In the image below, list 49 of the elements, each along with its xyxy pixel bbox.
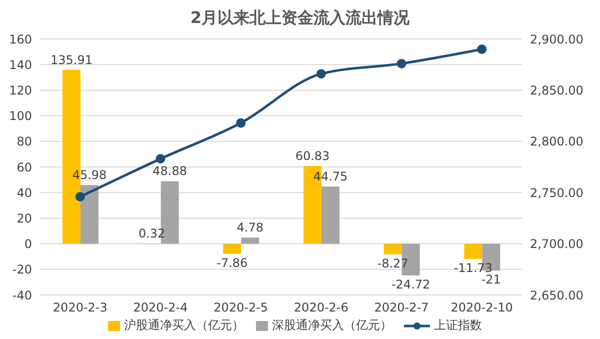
point xyxy=(477,44,487,54)
y-tick-label: -40 xyxy=(12,288,32,302)
bar xyxy=(464,244,482,259)
data-label: 60.83 xyxy=(295,148,330,163)
x-tick-label: 2020-2-7 xyxy=(374,300,429,315)
legend-label: 上证指数 xyxy=(434,317,482,334)
point xyxy=(316,69,326,79)
bar xyxy=(321,186,340,244)
y2-tick-label: 2,700.00 xyxy=(530,237,584,252)
y-tick-label: 140 xyxy=(9,58,32,72)
y-tick-label: 160 xyxy=(9,32,32,46)
bar xyxy=(384,244,402,254)
point xyxy=(236,118,246,128)
point xyxy=(156,154,166,164)
chart-title: 2月以来北上资金流入流出情况 xyxy=(189,7,411,29)
data-label: -24.72 xyxy=(391,277,430,292)
data-label: -21 xyxy=(481,272,501,287)
data-label: 48.88 xyxy=(152,164,188,178)
data-label: 0.32 xyxy=(138,226,166,240)
point xyxy=(396,58,406,68)
y2-tick-label: 2,900.00 xyxy=(530,32,584,46)
point xyxy=(75,192,85,202)
y2-tick-label: 2,850.00 xyxy=(530,83,584,98)
bar xyxy=(241,238,260,244)
y-tick-label: 0 xyxy=(24,237,32,252)
legend-label: 深股通净买入（亿元） xyxy=(272,317,392,334)
x-tick-label: 2020-2-6 xyxy=(294,300,348,315)
x-tick-label: 2020-2-4 xyxy=(133,300,188,315)
bar xyxy=(223,244,242,254)
x-tick-label: 2020-2-3 xyxy=(52,300,108,315)
y-tick-label: 120 xyxy=(9,83,32,98)
data-label: -7.86 xyxy=(216,256,248,270)
data-label: 135.91 xyxy=(50,52,92,67)
data-label: 4.78 xyxy=(236,220,264,235)
y-tick-label: -20 xyxy=(12,262,32,277)
y-tick-label: 20 xyxy=(16,211,32,226)
x-tick-label: 2020-2-5 xyxy=(214,300,268,315)
y-tick-label: 40 xyxy=(16,186,32,200)
y2-tick-label: 2,650.00 xyxy=(530,288,584,302)
x-tick-label: 2020-2-10 xyxy=(450,300,513,315)
bar xyxy=(80,184,98,244)
y-tick-label: 80 xyxy=(16,134,32,149)
y-tick-label: 60 xyxy=(16,160,32,174)
data-label: -8.27 xyxy=(377,256,408,270)
legend-label: 沪股通净买入（亿元） xyxy=(124,317,244,334)
y-tick-label: 100 xyxy=(9,109,32,124)
y2-tick-label: 2,750.00 xyxy=(530,186,584,200)
y2-tick-label: 2,800.00 xyxy=(530,134,584,149)
data-label: -11.73 xyxy=(454,260,493,275)
